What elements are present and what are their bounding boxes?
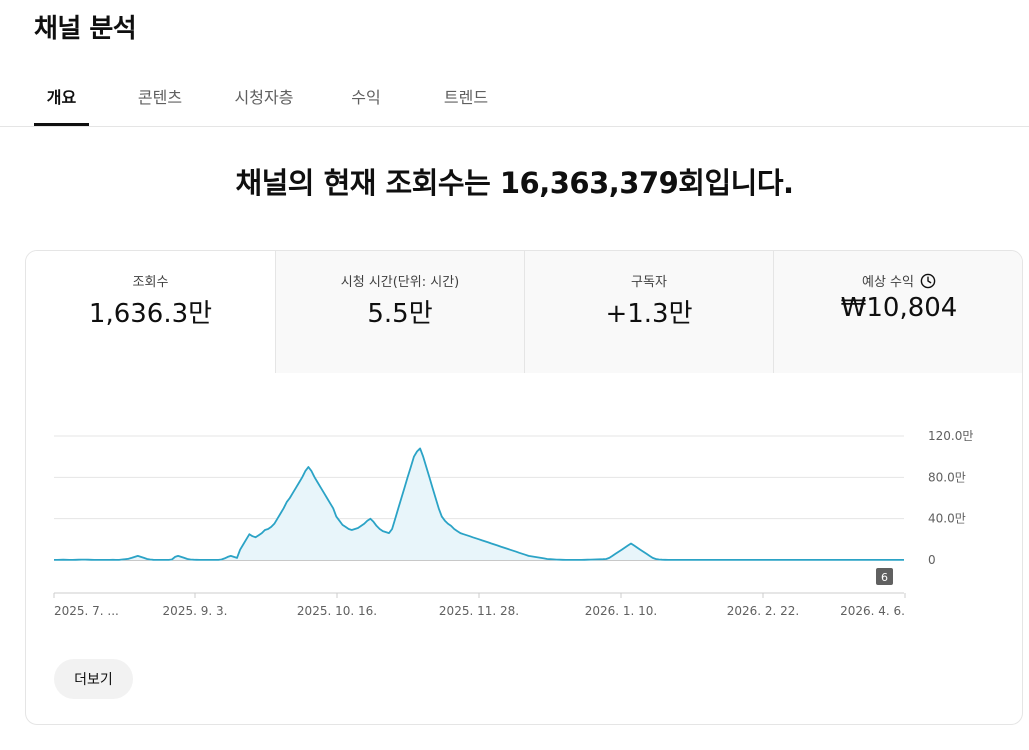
y-tick-label: 80.0만 [928, 470, 966, 484]
metric-value: +1.3만 [605, 299, 693, 329]
tab-audience[interactable]: 시청자층 [234, 88, 294, 107]
tab-bar: 개요 콘텐츠 시청자층 수익 트렌드 [0, 70, 1029, 127]
x-tick-label: 2026. 4. 6. [840, 604, 905, 618]
x-tick-label: 2026. 1. 10. [585, 604, 658, 618]
series-area [54, 448, 904, 560]
y-tick-label: 0 [928, 553, 936, 567]
metric-value: 5.5만 [367, 299, 433, 329]
metric-tab-views[interactable]: 조회수 1,636.3만 [26, 251, 275, 373]
metric-label: 시청 시간(단위: 시간) [340, 275, 460, 290]
x-tick-label: 2025. 7. ... [54, 604, 119, 618]
event-marker [876, 568, 893, 585]
metric-label: 예상 수익 [862, 275, 914, 290]
x-tick-label: 2025. 9. 3. [163, 604, 228, 618]
x-tick-label: 2025. 10. 16. [297, 604, 377, 618]
tab-revenue[interactable]: 수익 [351, 88, 381, 107]
x-tick-label: 2026. 2. 22. [727, 604, 800, 618]
metric-label: 조회수 [132, 275, 169, 290]
more-button[interactable]: 더보기 [54, 659, 133, 699]
metric-value: ₩10,804 [840, 293, 958, 323]
metric-tab-estimated-revenue[interactable]: 예상 수익 ₩10,804 [773, 251, 1022, 373]
tab-trends[interactable]: 트렌드 [443, 88, 489, 107]
total-views-headline: 채널의 현재 조회수는 16,363,379회입니다. [235, 166, 794, 200]
series-line [54, 447, 904, 561]
page-title: 채널 분석 [34, 14, 137, 44]
metric-tab-watch-time[interactable]: 시청 시간(단위: 시간) 5.5만 [275, 251, 524, 373]
x-tick-label: 2025. 11. 28. [439, 604, 519, 618]
tab-overview[interactable]: 개요 [34, 70, 89, 126]
tab-content[interactable]: 콘텐츠 [137, 88, 183, 107]
metric-tab-subscribers[interactable]: 구독자 +1.3만 [524, 251, 773, 373]
y-tick-label: 120.0만 [928, 429, 973, 443]
event-marker-label: 6 [881, 571, 888, 584]
metric-label: 구독자 [631, 275, 667, 290]
views-chart: 120.0만 80.0만 40.0만 0 2025. 7. ... 2025. 9. 3.… [53, 429, 973, 618]
clock-icon [920, 273, 936, 289]
metrics-card: 조회수 1,636.3만 시청 시간(단위: 시간) 5.5만 구독자 +1.3… [25, 250, 1023, 725]
y-tick-label: 40.0만 [928, 512, 966, 526]
metric-value: 1,636.3만 [88, 299, 213, 329]
